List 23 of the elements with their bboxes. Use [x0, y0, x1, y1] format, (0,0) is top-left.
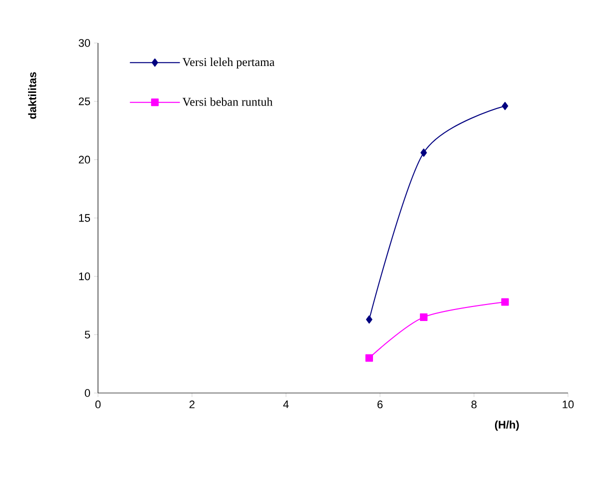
legend-label: Versi leleh pertama	[182, 58, 275, 69]
y-tick-label: 0	[84, 389, 90, 397]
point	[420, 313, 428, 321]
point	[420, 148, 427, 157]
point	[501, 298, 509, 306]
x-tick-label: 6	[378, 400, 383, 408]
y-tick-label: 20	[78, 156, 90, 164]
y-tick-label: 5	[84, 330, 90, 338]
y-axis-title: daktilitas	[28, 72, 36, 119]
x-tick-label: 0	[95, 400, 101, 408]
point	[502, 102, 508, 110]
y-tick-label: 30	[78, 39, 90, 47]
y-tick-label: 15	[79, 214, 90, 222]
x-tick-label: 4	[283, 400, 289, 408]
y-tick-label: 25	[78, 97, 90, 106]
x-tick-label: 10	[562, 400, 574, 408]
point	[366, 315, 372, 324]
x-axis-title: (H/h)	[494, 420, 519, 431]
x-tick-label: 8	[471, 400, 477, 408]
legend-label: Versi beban runtuh	[182, 97, 273, 106]
point	[365, 354, 373, 362]
x-tick-label: 2	[190, 400, 194, 408]
y-tick-label: 10	[79, 272, 90, 280]
